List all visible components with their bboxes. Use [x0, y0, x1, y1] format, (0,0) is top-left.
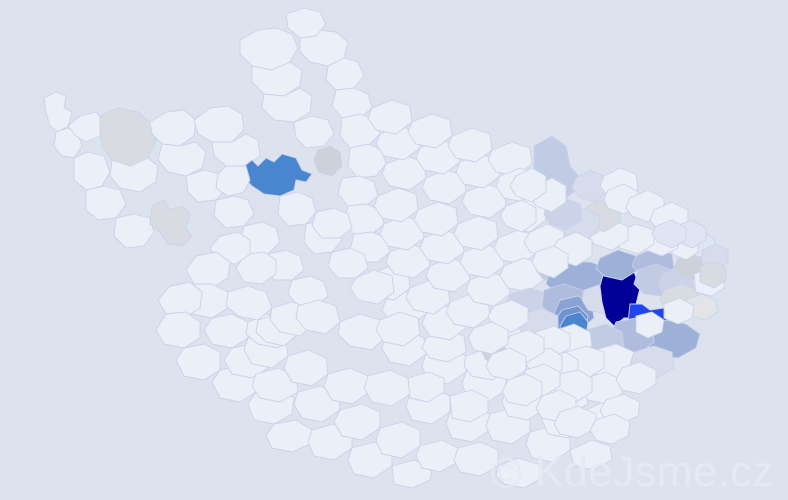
district-region[interactable] — [114, 214, 154, 248]
district-region[interactable] — [334, 404, 380, 440]
district-region[interactable] — [156, 312, 200, 348]
district-region[interactable] — [448, 128, 492, 162]
district-region[interactable] — [486, 348, 526, 380]
district-region[interactable] — [326, 58, 364, 90]
district-region[interactable] — [414, 202, 458, 236]
district-region[interactable] — [278, 192, 316, 226]
district-region[interactable] — [408, 114, 452, 148]
district-region[interactable] — [500, 258, 544, 292]
district-region[interactable] — [454, 216, 498, 250]
district-region[interactable] — [150, 200, 192, 246]
district-region[interactable] — [296, 300, 340, 334]
district-region[interactable] — [158, 282, 202, 318]
district-region[interactable] — [700, 262, 726, 288]
district-region[interactable] — [294, 386, 340, 422]
district-region[interactable] — [150, 110, 196, 146]
district-region[interactable] — [204, 314, 248, 348]
district-region[interactable] — [502, 374, 542, 406]
district-region[interactable] — [266, 420, 312, 452]
district-region[interactable] — [240, 28, 298, 70]
district-region[interactable] — [616, 362, 656, 394]
district-region[interactable] — [338, 176, 378, 206]
district-region[interactable] — [176, 344, 220, 380]
district-region[interactable] — [242, 154, 312, 196]
district-region[interactable] — [324, 368, 370, 404]
district-region[interactable] — [450, 390, 488, 422]
district-region[interactable] — [572, 170, 608, 202]
district-region[interactable] — [216, 166, 250, 196]
district-region[interactable] — [226, 286, 272, 320]
district-region[interactable] — [194, 106, 244, 142]
district-region[interactable] — [236, 252, 276, 284]
district-region[interactable] — [652, 220, 686, 248]
district-region[interactable] — [596, 250, 638, 280]
district-region[interactable] — [158, 142, 206, 176]
district-region[interactable] — [374, 188, 418, 222]
district-region[interactable] — [500, 200, 536, 232]
district-region[interactable] — [454, 442, 498, 476]
district-region[interactable] — [570, 440, 612, 470]
district-region[interactable] — [340, 114, 380, 148]
district-region[interactable] — [664, 298, 694, 324]
district-region[interactable] — [636, 312, 664, 338]
district-region[interactable] — [364, 370, 410, 406]
district-region[interactable] — [348, 144, 386, 178]
district-region[interactable] — [262, 88, 312, 122]
district-region[interactable] — [312, 208, 352, 238]
district-region[interactable] — [488, 300, 528, 332]
district-region[interactable] — [382, 156, 426, 190]
district-region[interactable] — [554, 406, 596, 438]
district-region[interactable] — [376, 312, 420, 346]
district-region[interactable] — [286, 8, 326, 38]
district-region[interactable] — [212, 134, 260, 166]
district-region[interactable] — [376, 422, 420, 458]
district-region[interactable] — [252, 368, 298, 402]
district-region[interactable] — [44, 92, 72, 132]
district-region[interactable] — [86, 186, 126, 220]
district-region[interactable] — [532, 246, 568, 278]
district-region[interactable] — [214, 196, 254, 228]
district-region[interactable] — [408, 372, 444, 402]
district-region[interactable] — [314, 146, 342, 176]
districts-layer[interactable] — [44, 8, 728, 488]
district-region[interactable] — [332, 88, 372, 118]
district-region[interactable] — [590, 414, 630, 444]
district-region[interactable] — [416, 440, 458, 472]
district-region[interactable] — [186, 252, 230, 288]
district-region[interactable] — [110, 158, 158, 192]
district-region[interactable] — [468, 322, 508, 354]
district-region[interactable] — [186, 170, 226, 202]
district-region[interactable] — [54, 128, 82, 158]
district-region[interactable] — [294, 116, 334, 148]
district-region[interactable] — [284, 350, 328, 386]
district-region[interactable] — [422, 170, 466, 204]
district-region[interactable] — [368, 100, 412, 134]
district-region[interactable] — [462, 184, 506, 218]
district-region[interactable] — [350, 270, 394, 304]
district-region[interactable] — [496, 458, 542, 488]
district-region[interactable] — [328, 248, 368, 278]
district-region[interactable] — [510, 168, 546, 202]
district-region[interactable] — [338, 314, 386, 350]
district-region[interactable] — [252, 62, 302, 96]
district-region[interactable] — [74, 152, 110, 190]
